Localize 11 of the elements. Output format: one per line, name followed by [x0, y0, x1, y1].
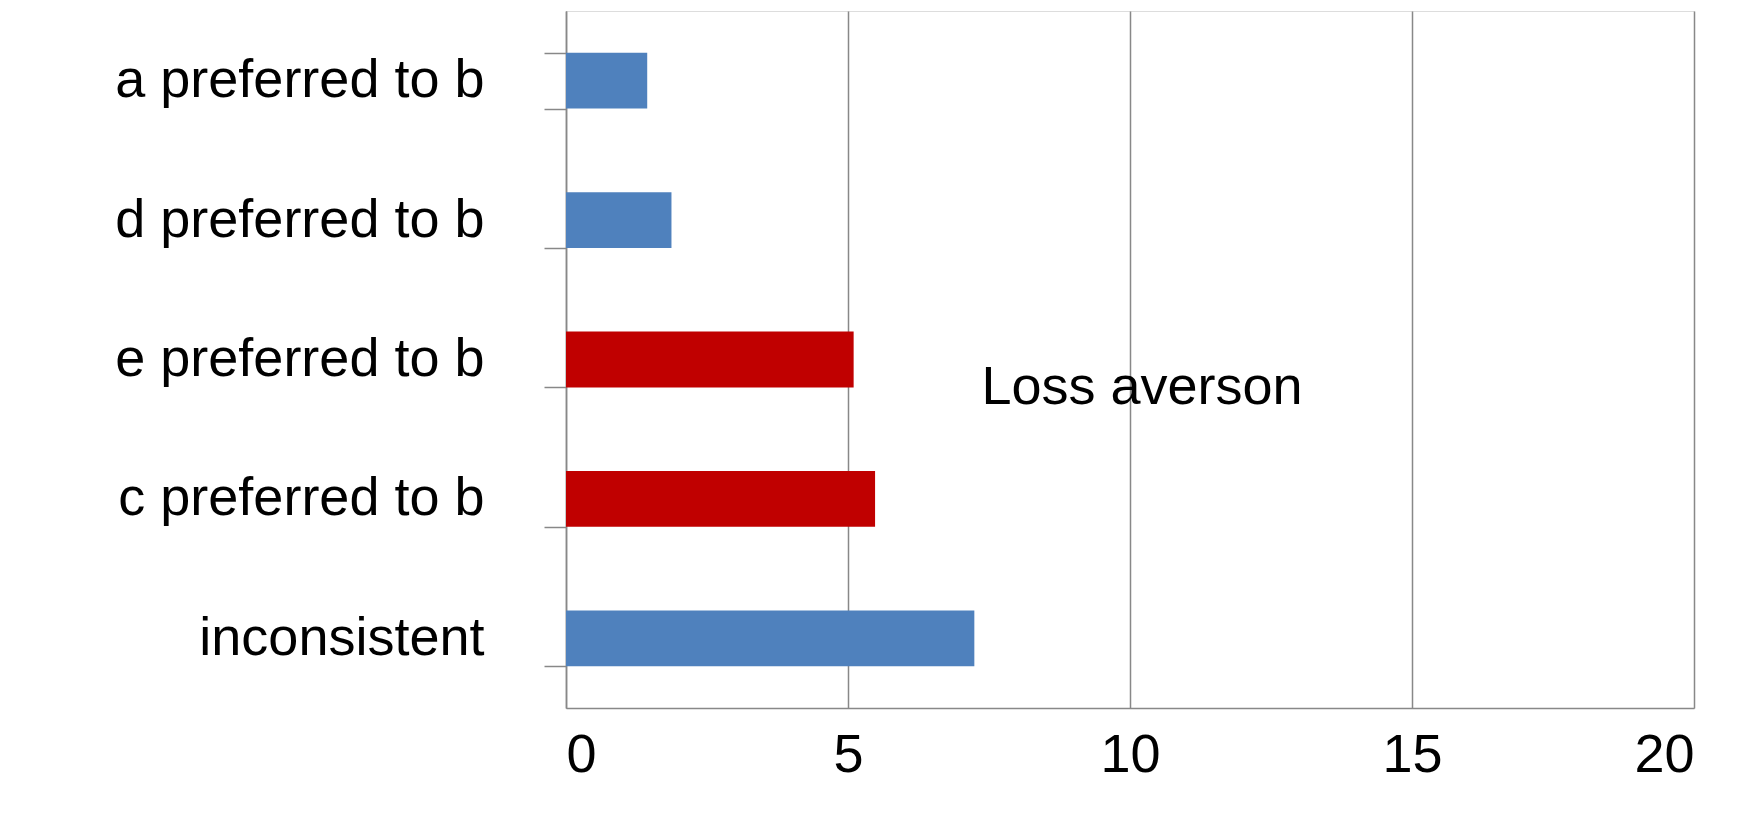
x-tick-label: 15: [1382, 722, 1443, 783]
x-tick-label: 0: [566, 722, 597, 783]
x-tick-label: 20: [1634, 722, 1695, 783]
annotation: Loss averson: [981, 355, 1303, 415]
y-tick-label: c preferred to b: [118, 466, 485, 527]
x-tick-label: 10: [1100, 722, 1161, 783]
y-tick-label: d preferred to b: [115, 187, 485, 248]
y-tick-label: a preferred to b: [115, 48, 485, 109]
x-tick-label: 5: [833, 722, 864, 783]
y-tick-label: inconsistent: [199, 605, 485, 666]
y-tick-label: e preferred to b: [115, 327, 485, 387]
